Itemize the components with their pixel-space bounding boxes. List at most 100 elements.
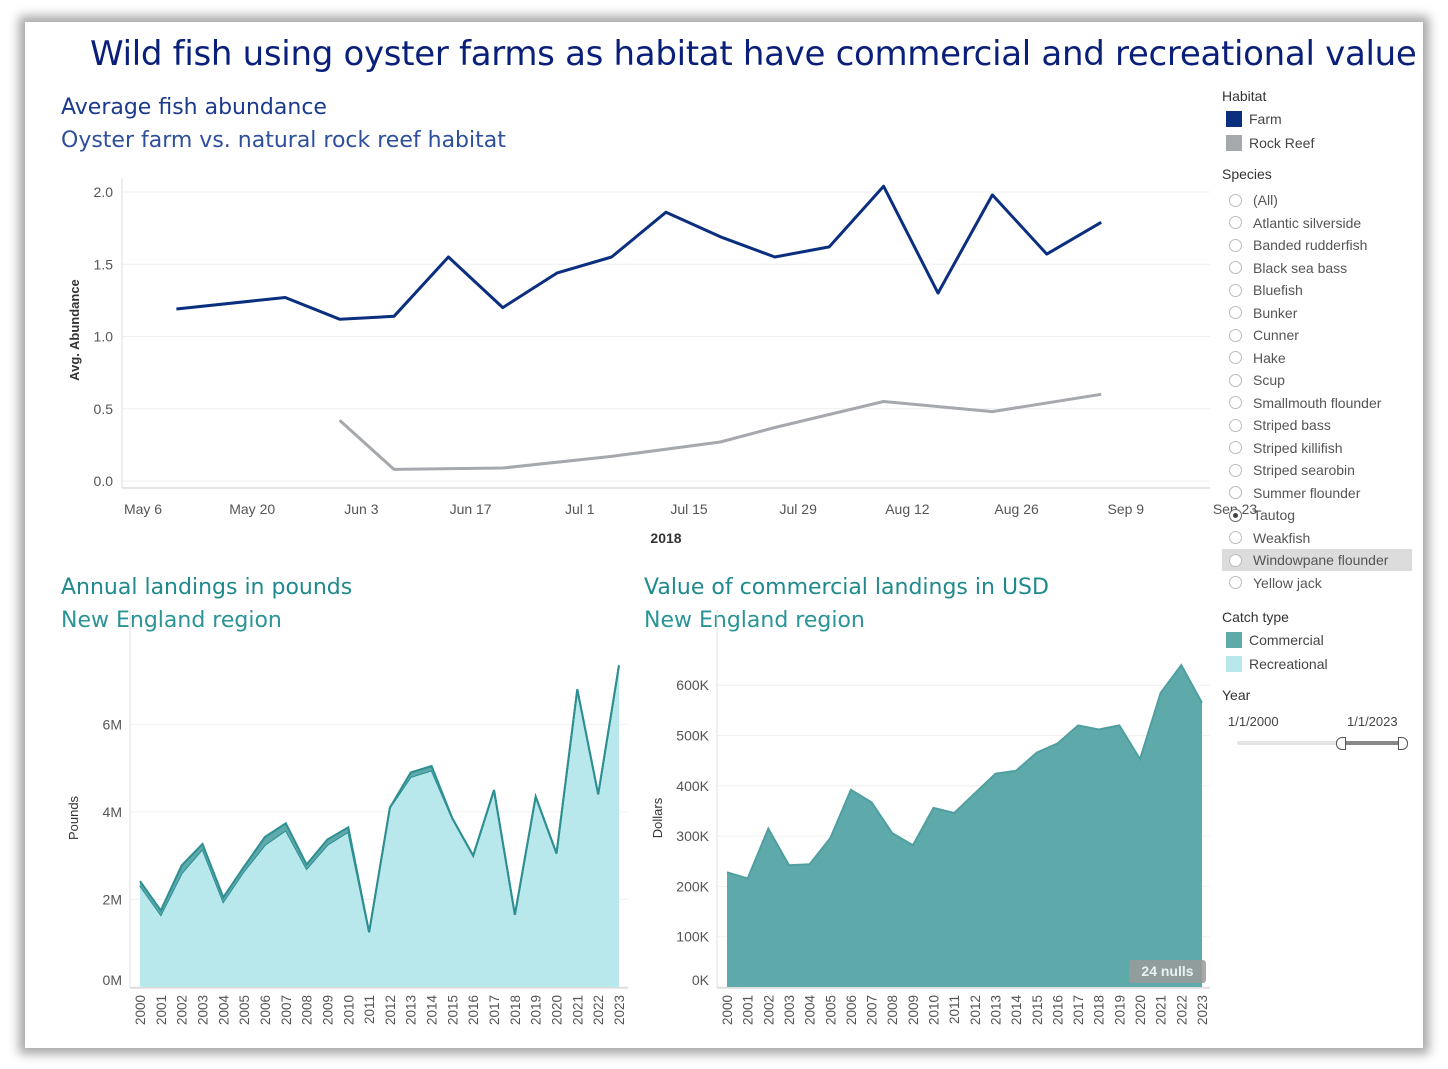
species-option-label: Summer flounder [1253, 484, 1361, 501]
year-slider-start-handle[interactable] [1336, 737, 1346, 750]
species-option[interactable]: Striped bass [1229, 415, 1331, 435]
y-tick-label: 500K [676, 728, 709, 744]
x-tick-label: 2016 [1050, 995, 1065, 1025]
x-tick-label: 2005 [237, 995, 252, 1025]
legend-item-rock-reef[interactable]: Rock Reef [1226, 135, 1314, 151]
x-tick-label: Aug 12 [885, 501, 930, 517]
species-option-label: Atlantic silverside [1253, 214, 1362, 231]
y-tick-label: 600K [676, 677, 709, 693]
legend-label-farm: Farm [1249, 111, 1282, 127]
radio-circle-icon [1229, 216, 1242, 229]
x-tick-label: Jul 29 [780, 501, 818, 517]
catch-type-legend-title: Catch type [1222, 609, 1289, 625]
species-option[interactable]: Cunner [1229, 325, 1299, 345]
species-option[interactable]: Banded rudderfish [1229, 235, 1367, 255]
species-option-label: Scup [1253, 372, 1285, 388]
species-option[interactable]: Smallmouth flounder [1229, 393, 1381, 413]
species-option[interactable]: Bunker [1229, 303, 1297, 323]
x-tick-label: 2015 [445, 995, 460, 1025]
species-option[interactable]: Yellow jack [1229, 573, 1322, 593]
x-tick-label: 2014 [425, 995, 440, 1026]
y-tick-label: 0.0 [94, 473, 114, 489]
species-option[interactable]: Striped killifish [1229, 438, 1342, 458]
species-option[interactable]: Scup [1229, 370, 1285, 390]
y-tick-label: 1.5 [94, 256, 114, 272]
species-option[interactable]: Weakfish [1229, 528, 1310, 548]
x-tick-label: 2016 [466, 995, 481, 1025]
year-slider-track[interactable] [1237, 741, 1404, 745]
nulls-badge[interactable]: 24 nulls [1129, 960, 1206, 983]
legend-item-commercial[interactable]: Commercial [1226, 632, 1324, 648]
area-commercial [727, 665, 1202, 987]
x-tick-label: 2004 [216, 995, 231, 1026]
x-tick-label: 2021 [1154, 995, 1169, 1025]
x-tick-label: Sep 9 [1108, 501, 1145, 517]
top-chart-heading: Average fish abundance [61, 95, 327, 120]
y-tick-label: 4M [103, 804, 122, 820]
radio-circle-icon [1229, 576, 1242, 589]
y-tick-label: 0.5 [94, 401, 114, 417]
x-tick-label: 2001 [741, 995, 756, 1025]
x-tick-label: 2019 [529, 995, 544, 1025]
species-option-label: Yellow jack [1253, 574, 1322, 591]
x-tick-label: 2008 [300, 995, 315, 1025]
radio-circle-icon [1229, 508, 1242, 522]
y-tick-label: 6M [103, 716, 122, 732]
radio-circle-icon [1229, 396, 1242, 409]
species-option[interactable]: Summer flounder [1229, 483, 1360, 503]
x-tick-label: 2018 [1092, 995, 1107, 1025]
x-tick-label: 2017 [1071, 995, 1086, 1025]
x-tick-label: 2008 [885, 995, 900, 1025]
x-tick-label: 2010 [927, 995, 942, 1025]
radio-circle-icon [1229, 486, 1242, 499]
series-line-rock-reef [338, 392, 1102, 471]
species-option[interactable]: Windowpane flounder [1229, 550, 1388, 570]
species-option[interactable]: (All) [1229, 190, 1278, 210]
legend-item-farm[interactable]: Farm [1226, 111, 1282, 127]
species-option[interactable]: Bluefish [1229, 280, 1303, 300]
x-tick-label: 2015 [1030, 995, 1045, 1025]
x-tick-label: 2003 [195, 995, 210, 1025]
y-axis-title: Pounds [66, 795, 81, 840]
species-option[interactable]: Striped searobin [1229, 460, 1355, 480]
species-option-label: Windowpane flounder [1253, 552, 1389, 568]
species-option-label: Bluefish [1253, 282, 1303, 298]
x-tick-label: 2001 [154, 995, 169, 1025]
x-tick-label: 2018 [508, 995, 523, 1025]
radio-circle-icon [1229, 238, 1242, 252]
species-option[interactable]: Black sea bass [1229, 258, 1347, 278]
year-end-label: 1/1/2023 [1347, 714, 1398, 729]
year-slider-end-handle[interactable] [1398, 737, 1408, 750]
x-tick-label: 2002 [175, 995, 190, 1025]
species-option[interactable]: Tautog [1229, 505, 1295, 525]
recreational-swatch [1226, 656, 1242, 672]
y-tick-label: 2.0 [94, 184, 114, 200]
y-tick-label: 100K [676, 929, 709, 945]
year-slider-range [1340, 741, 1404, 745]
x-tick-label: Jun 17 [450, 501, 492, 517]
x-tick-label: 2003 [782, 995, 797, 1025]
left-chart-subheading: New England region [61, 608, 282, 633]
x-tick-label: 2017 [487, 995, 502, 1025]
x-tick-label: 2010 [341, 995, 356, 1025]
species-option-label: Hake [1253, 349, 1286, 366]
radio-circle-icon [1229, 328, 1242, 342]
legend-item-recreational[interactable]: Recreational [1226, 656, 1328, 672]
x-tick-label: May 20 [229, 501, 275, 517]
dashboard-title: Wild fish using oyster farms as habitat … [90, 34, 1417, 74]
right-chart-subheading: New England region [644, 608, 865, 633]
x-tick-label: 2011 [362, 995, 377, 1024]
x-axis-title: 2018 [650, 530, 681, 546]
x-tick-label: 2009 [320, 995, 335, 1025]
species-option[interactable]: Hake [1229, 348, 1286, 368]
radio-circle-icon [1229, 553, 1242, 567]
habitat-legend-title: Habitat [1222, 88, 1267, 104]
x-tick-label: 2012 [383, 995, 398, 1025]
x-tick-label: 2009 [906, 995, 921, 1025]
y-tick-label: 200K [676, 878, 709, 894]
x-tick-label: 2023 [1195, 995, 1210, 1025]
species-option[interactable]: Atlantic silverside [1229, 213, 1361, 233]
species-option-label: (All) [1253, 192, 1278, 208]
species-option-label: Striped killifish [1253, 439, 1343, 456]
